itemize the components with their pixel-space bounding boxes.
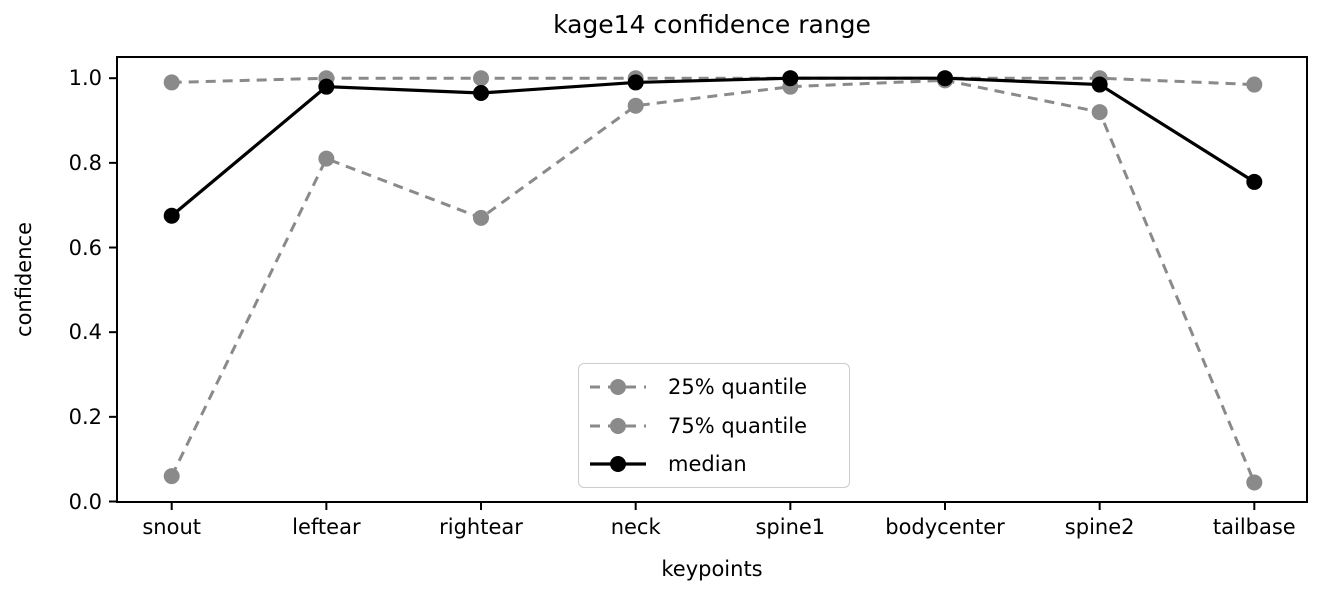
x-tick-label-rightear: rightear xyxy=(439,515,523,539)
y-tick-label-0.4: 0.4 xyxy=(68,320,102,345)
marker-25-quantile-spine2 xyxy=(1091,104,1108,121)
plot-border xyxy=(116,56,1308,503)
series-line-25-quantile xyxy=(170,78,1256,484)
marker-75-quantile-snout xyxy=(163,74,180,91)
legend-item-75-quantile: 75% quantile xyxy=(579,409,849,443)
legend-label: median xyxy=(668,451,747,476)
marker-75-quantile-tailbase xyxy=(1246,76,1263,93)
marker-median-bodycenter xyxy=(937,70,953,87)
marker-median-spine1 xyxy=(782,70,799,87)
legend-item-median: median xyxy=(579,447,849,481)
series-line-median xyxy=(170,76,1256,218)
legend: 25% quantile 75% quantile median xyxy=(578,363,850,488)
marker-25-quantile-tailbase xyxy=(1246,474,1263,491)
marker-median-leftear xyxy=(318,78,335,95)
marker-median-neck xyxy=(627,74,644,91)
marker-median-snout xyxy=(163,207,180,224)
x-tick-label-neck: neck xyxy=(610,515,661,539)
marker-25-quantile-snout xyxy=(163,468,180,485)
marker-median-spine2 xyxy=(1091,76,1108,93)
marker-25-quantile-leftear xyxy=(318,150,335,167)
y-tick-label-1.0: 1.0 xyxy=(68,66,102,91)
marker-25-quantile-rightear xyxy=(473,209,490,226)
legend-handle-icon xyxy=(590,379,646,396)
series-line-75-quantile xyxy=(171,76,1255,87)
x-tick-label-spine2: spine2 xyxy=(1064,515,1135,539)
y-tick-label-0.8: 0.8 xyxy=(68,150,102,175)
x-tick-label-snout: snout xyxy=(142,515,202,539)
x-axis-label: keypoints xyxy=(661,557,763,581)
marker-75-quantile-rightear xyxy=(473,70,490,87)
legend-item-25-quantile: 25% quantile xyxy=(579,370,849,404)
x-tick-label-tailbase: tailbase xyxy=(1212,515,1296,539)
marker-median-rightear xyxy=(473,85,490,102)
marker-median-tailbase xyxy=(1246,173,1263,190)
y-tick-label-0.2: 0.2 xyxy=(68,404,102,429)
x-tick-label-spine1: spine1 xyxy=(755,515,826,539)
chart-title: kage14 confidence range xyxy=(553,10,871,39)
x-tick-label-bodycenter: bodycenter xyxy=(885,515,1005,539)
x-tick-label-leftear: leftear xyxy=(292,515,361,539)
legend-label: 75% quantile xyxy=(668,413,807,438)
y-tick-label-0.6: 0.6 xyxy=(68,235,102,260)
y-tick-label-0.0: 0.0 xyxy=(68,489,102,514)
legend-handle-icon xyxy=(590,417,646,434)
marker-25-quantile-neck xyxy=(627,97,644,114)
legend-handle-icon xyxy=(590,455,646,472)
legend-label: 25% quantile xyxy=(668,375,807,400)
